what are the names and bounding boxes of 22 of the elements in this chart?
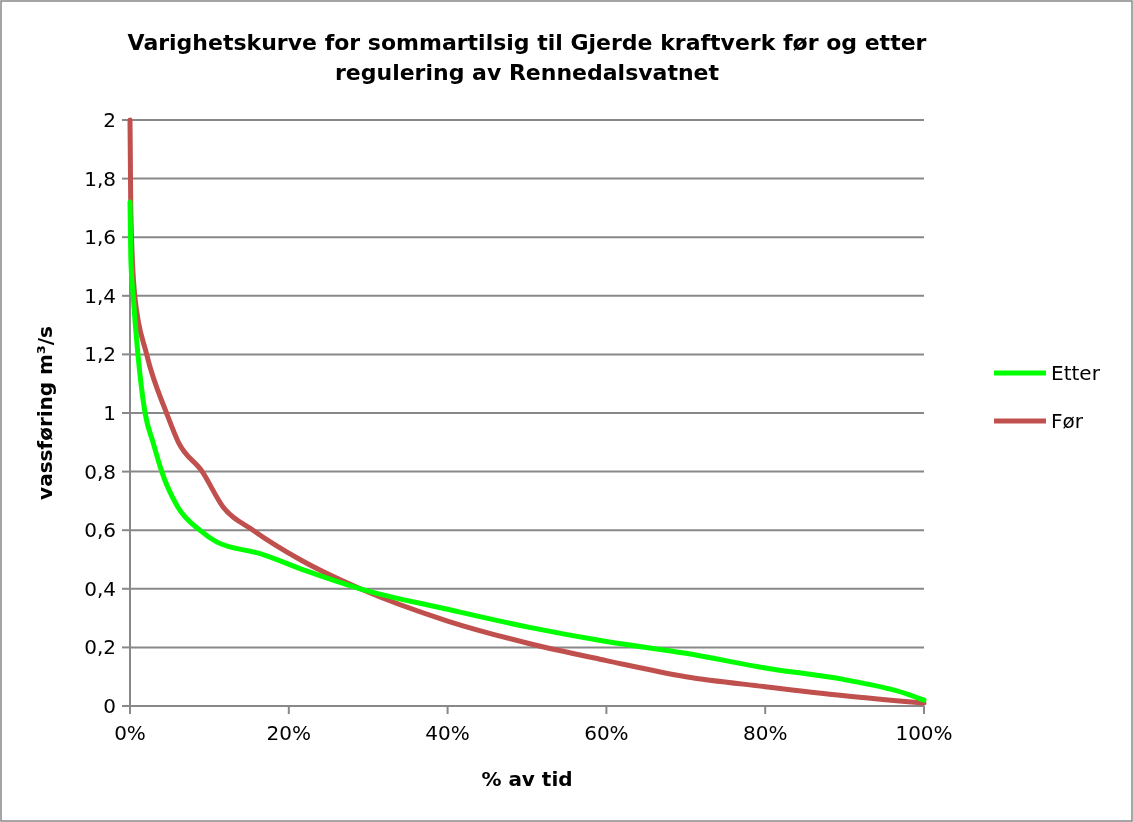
y-axis-title: vassføring m³/s [33,326,57,500]
y-tick-label: 0,4 [84,576,116,601]
y-tick-label: 0,8 [84,459,116,484]
y-tick-label: 1,6 [84,225,116,250]
chart-title: Varighetskurve for sommartilsig til Gjerde kraftverk før og etter regulering av Rennedalsvatnet [127,30,927,85]
x-tick-label: 80% [742,721,788,745]
y-tick-label: 0 [103,694,116,718]
legend-label: Før [1051,409,1084,433]
x-tick-label: 100% [895,721,953,745]
y-tick-label: 2 [103,108,116,132]
y-tick-label: 1,4 [84,283,116,308]
y-tick-label: 1,2 [84,342,116,367]
y-tick-label: 0,2 [84,635,116,660]
x-tick-label: 40% [425,721,470,745]
x-tick-label: 20% [266,721,312,745]
y-tick-label: 1,8 [84,166,116,191]
y-tick-label: 0,6 [84,518,116,543]
x-tick-label: 0% [114,721,146,745]
x-tick-label: 60% [584,721,629,745]
y-tick-label: 1 [103,401,116,425]
legend-label: Etter [1051,361,1101,385]
x-axis-title: % av tid [481,767,573,791]
